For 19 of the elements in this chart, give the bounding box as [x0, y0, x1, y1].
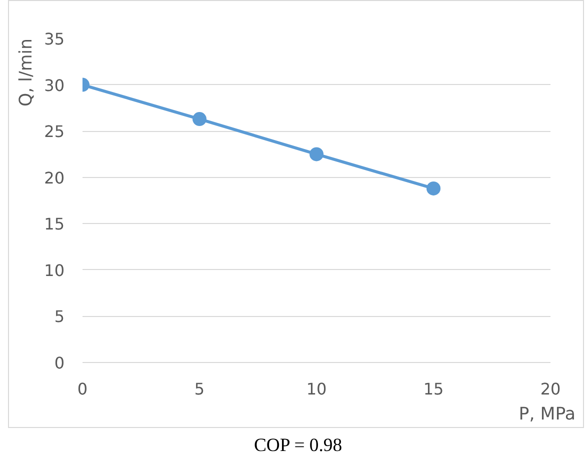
y-tick-label: 15: [44, 214, 64, 234]
x-tick-label: 0: [77, 380, 88, 398]
y-axis-title: Q, l/min: [16, 38, 36, 106]
y-tick-label: 10: [44, 260, 64, 280]
y-tick-label: 20: [44, 168, 64, 188]
y-tick-label: 25: [44, 122, 64, 142]
y-tick-label: 35: [44, 30, 64, 48]
x-tick-label: 15: [423, 380, 444, 398]
point: [426, 181, 440, 196]
point: [192, 112, 206, 126]
text: COP = 0.98: [254, 434, 342, 456]
x-tick-label: 10: [306, 380, 327, 398]
point: [310, 147, 324, 162]
x-tick-label: 5: [194, 380, 205, 398]
y-tick-label: 5: [54, 307, 65, 326]
y-tick-label: 30: [44, 76, 64, 95]
x-tick-label: 20: [540, 380, 561, 398]
x-axis-title: P, MPa: [518, 404, 576, 424]
y-tick-label: 0: [54, 354, 65, 372]
